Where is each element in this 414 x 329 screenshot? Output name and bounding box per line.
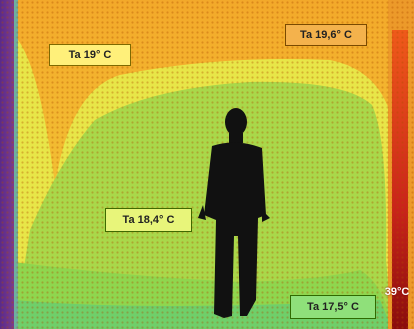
person-silhouette [198, 108, 270, 318]
temp-label-ceiling-left: Ta 19° C [49, 44, 131, 66]
temp-label-middle: Ta 18,4° C [105, 208, 192, 232]
temp-label-heater: 39°C [384, 286, 410, 298]
temp-label-floor: Ta 17,5° C [290, 295, 376, 319]
temp-label-ceiling-right: Ta 19,6° C [285, 24, 367, 46]
